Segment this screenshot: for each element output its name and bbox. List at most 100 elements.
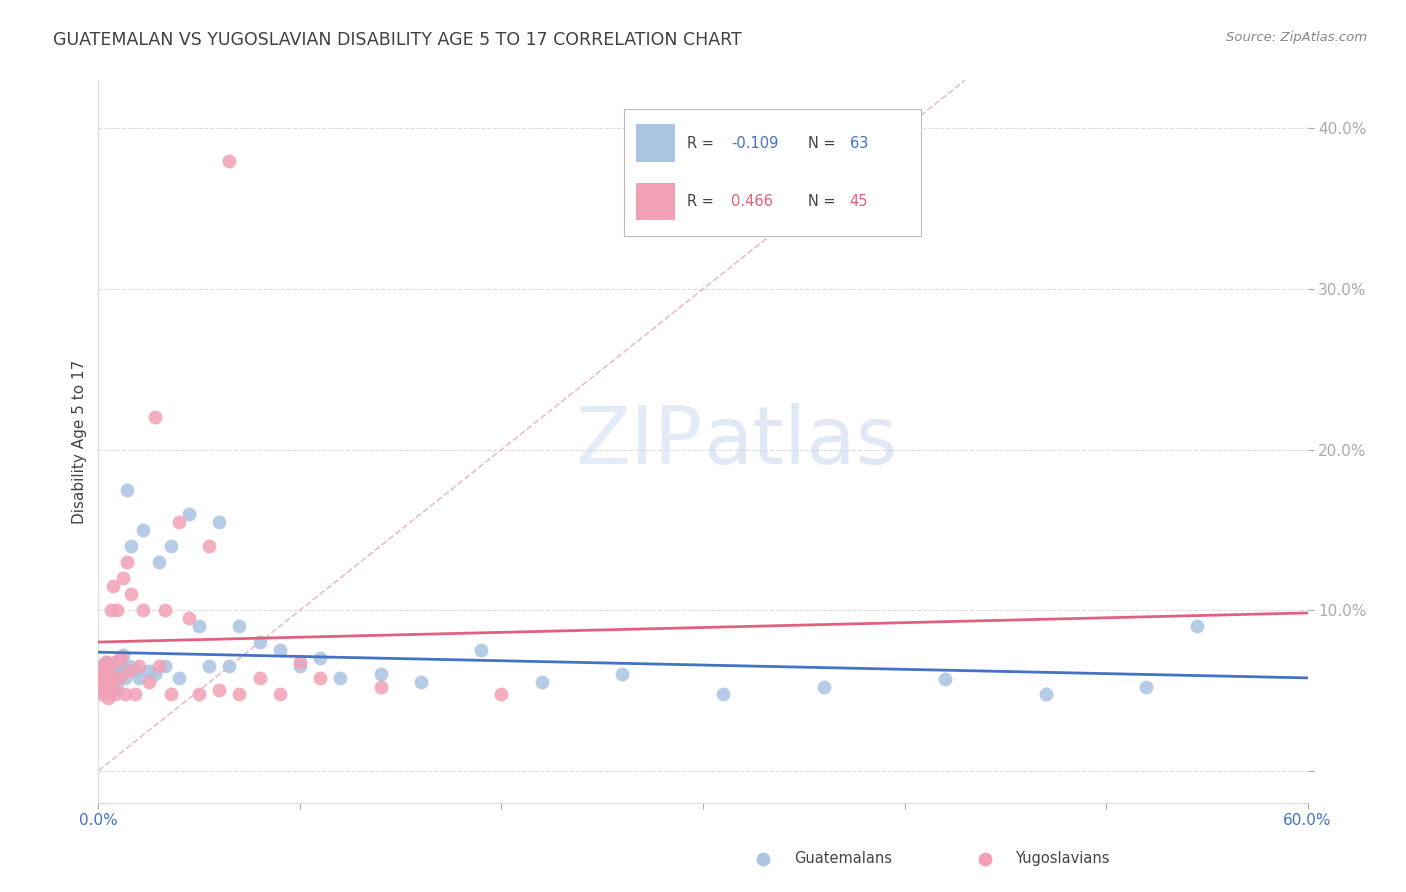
- Point: [107, 669, 129, 683]
- Point: [110, 661, 132, 675]
- Point: [138, 675, 160, 690]
- Point: [111, 571, 134, 585]
- Point: [93, 672, 115, 686]
- Text: ZIP: ZIP: [575, 402, 703, 481]
- Point: [103, 656, 125, 670]
- Point: [115, 555, 138, 569]
- Point: [91, 659, 114, 673]
- Point: [93, 680, 115, 694]
- Point: [288, 655, 311, 669]
- Point: [752, 852, 775, 866]
- Point: [370, 680, 392, 694]
- Point: [179, 507, 201, 521]
- Point: [96, 667, 118, 681]
- Point: [409, 675, 432, 690]
- Point: [97, 661, 120, 675]
- Point: [101, 665, 124, 680]
- Point: [218, 659, 240, 673]
- Point: [114, 671, 136, 685]
- Point: [160, 539, 183, 553]
- Point: [103, 672, 125, 686]
- Point: [153, 659, 176, 673]
- Point: [128, 671, 150, 685]
- Point: [132, 523, 155, 537]
- Point: [160, 687, 183, 701]
- Point: [118, 659, 141, 673]
- Point: [228, 687, 250, 701]
- Point: [100, 657, 122, 672]
- Point: [91, 687, 114, 701]
- Point: [1135, 680, 1157, 694]
- Point: [309, 671, 332, 685]
- Point: [100, 671, 122, 685]
- Point: [91, 675, 114, 690]
- Point: [96, 655, 118, 669]
- Point: [89, 664, 111, 678]
- Point: [208, 683, 231, 698]
- Point: [114, 687, 136, 701]
- Point: [105, 663, 128, 677]
- Point: [91, 683, 114, 698]
- Point: [208, 515, 231, 529]
- Point: [96, 683, 118, 698]
- Point: [148, 659, 170, 673]
- Point: [370, 667, 392, 681]
- Point: [100, 679, 122, 693]
- Text: Guatemalans: Guatemalans: [793, 852, 891, 866]
- Point: [138, 664, 160, 678]
- Point: [143, 667, 166, 681]
- Point: [813, 680, 835, 694]
- Point: [105, 681, 128, 696]
- Point: [132, 603, 155, 617]
- Point: [309, 651, 332, 665]
- Point: [105, 603, 128, 617]
- Point: [107, 653, 129, 667]
- Point: [143, 410, 166, 425]
- Point: [101, 680, 124, 694]
- Point: [89, 671, 111, 685]
- Point: [97, 671, 120, 685]
- Point: [89, 680, 111, 694]
- Point: [269, 643, 291, 657]
- Point: [329, 671, 352, 685]
- Point: [89, 671, 111, 685]
- Point: [120, 539, 142, 553]
- Point: [97, 685, 120, 699]
- Point: [167, 671, 190, 685]
- Point: [249, 635, 271, 649]
- Point: [120, 587, 142, 601]
- Point: [198, 659, 221, 673]
- Point: [101, 675, 124, 690]
- Point: [530, 675, 553, 690]
- Point: [934, 672, 956, 686]
- Point: [612, 667, 634, 681]
- Point: [115, 483, 138, 497]
- Point: [91, 659, 114, 673]
- Point: [96, 677, 118, 691]
- Point: [249, 671, 271, 685]
- Point: [93, 663, 115, 677]
- Point: [470, 643, 492, 657]
- Point: [101, 579, 124, 593]
- Point: [110, 651, 132, 665]
- Point: [118, 664, 141, 678]
- Text: GUATEMALAN VS YUGOSLAVIAN DISABILITY AGE 5 TO 17 CORRELATION CHART: GUATEMALAN VS YUGOSLAVIAN DISABILITY AGE…: [53, 31, 742, 49]
- Point: [97, 664, 120, 678]
- Point: [91, 667, 114, 681]
- Point: [111, 648, 134, 662]
- Point: [124, 663, 146, 677]
- Point: [269, 687, 291, 701]
- Point: [153, 603, 176, 617]
- Point: [93, 677, 115, 691]
- Point: [198, 539, 221, 553]
- Point: [100, 603, 122, 617]
- Point: [103, 687, 125, 701]
- Point: [1035, 687, 1057, 701]
- Point: [711, 687, 734, 701]
- Point: [288, 659, 311, 673]
- Point: [228, 619, 250, 633]
- Point: [974, 852, 997, 866]
- Text: atlas: atlas: [703, 402, 897, 481]
- Text: Source: ZipAtlas.com: Source: ZipAtlas.com: [1226, 31, 1367, 45]
- Point: [167, 515, 190, 529]
